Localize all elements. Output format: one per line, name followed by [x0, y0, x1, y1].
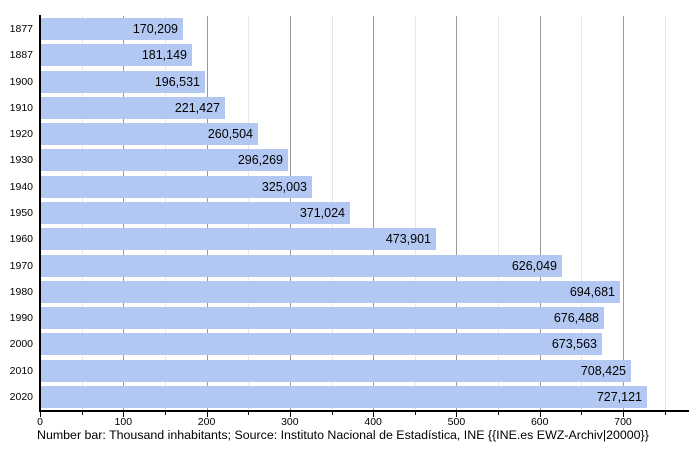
y-axis-tick-label: 2010 — [9, 364, 33, 377]
gridline-minor — [581, 16, 583, 410]
y-axis-tick-label: 1920 — [9, 128, 33, 141]
x-axis-tick-label: 300 — [281, 416, 299, 428]
x-axis-major-tick — [123, 412, 125, 417]
gridline-major — [373, 16, 375, 410]
y-axis-tick-label: 2020 — [9, 390, 33, 403]
y-axis-tick-label: 1950 — [9, 207, 33, 219]
x-axis-major-tick — [456, 412, 458, 417]
x-axis-tick-label: 400 — [364, 416, 382, 428]
x-axis-tick-label: 500 — [447, 416, 466, 428]
gridline-minor — [414, 16, 416, 410]
bar: 325,003 — [41, 175, 312, 198]
gridline-major — [623, 16, 624, 410]
bar-value-label: 694,681 — [569, 284, 615, 299]
bar-value-label: 181,149 — [141, 48, 187, 63]
y-axis-tick-label: 1980 — [9, 285, 33, 298]
y-axis-tick-label: 1900 — [9, 75, 33, 88]
x-axis-major-tick — [206, 412, 208, 417]
bar: 260,504 — [41, 123, 258, 146]
bar-value-label: 260,504 — [207, 127, 253, 142]
bar: 673,563 — [41, 333, 602, 356]
bar-value-label: 708,425 — [580, 363, 626, 378]
x-axis-minor-tick — [581, 412, 583, 415]
x-axis-major-tick — [289, 412, 291, 417]
x-axis-major-tick — [539, 412, 541, 417]
x-axis-major-tick — [623, 412, 624, 417]
bar: 727,121 — [41, 385, 647, 408]
y-axis-tick-label: 1970 — [9, 259, 33, 272]
x-axis-minor-tick — [81, 412, 83, 415]
y-axis-tick-label: 1910 — [9, 101, 33, 114]
y-axis-tick-label: 1887 — [9, 49, 33, 62]
y-axis-line — [39, 15, 41, 411]
bar: 676,488 — [41, 307, 604, 330]
bar: 221,427 — [41, 96, 225, 119]
x-axis-tick-label: 200 — [197, 416, 216, 428]
bar-value-label: 221,427 — [174, 100, 220, 115]
bar-value-label: 673,563 — [551, 337, 597, 352]
x-axis-minor-tick — [414, 412, 416, 415]
bar: 181,149 — [41, 44, 192, 67]
x-axis-tick-label: 600 — [530, 416, 549, 428]
y-axis-tick-label: 1960 — [9, 233, 33, 246]
y-axis-tick-label: 1877 — [9, 23, 33, 36]
x-axis-line — [39, 410, 689, 412]
bar: 626,049 — [41, 254, 562, 277]
bar-value-label: 170,209 — [132, 22, 178, 37]
x-axis-minor-tick — [331, 412, 333, 415]
x-axis-major-tick — [40, 412, 41, 417]
bar-value-label: 325,003 — [261, 179, 307, 194]
gridline-minor — [664, 16, 666, 410]
y-axis-tick-label: 2000 — [9, 338, 33, 351]
x-axis-major-tick — [373, 412, 375, 417]
x-axis-tick-label: 0 — [37, 416, 43, 428]
x-axis-tick-label: 100 — [114, 416, 133, 428]
x-axis-minor-tick — [664, 412, 666, 415]
bar: 296,269 — [41, 149, 288, 172]
bar-value-label: 296,269 — [237, 153, 283, 168]
x-axis-minor-tick — [248, 412, 250, 415]
y-axis-tick-label: 1990 — [9, 312, 33, 325]
bar: 371,024 — [41, 202, 350, 224]
chart-caption: Number bar: Thousand inhabitants; Source… — [37, 428, 649, 442]
bar-value-label: 676,488 — [553, 311, 599, 326]
bar-value-label: 473,901 — [385, 232, 431, 247]
x-axis-tick-label: 700 — [614, 416, 632, 428]
bar-value-label: 196,531 — [154, 74, 200, 89]
bar-value-label: 371,024 — [299, 206, 345, 220]
bar: 170,209 — [41, 18, 183, 41]
bar: 708,425 — [41, 359, 631, 382]
gridline-minor — [498, 16, 500, 410]
gridline-major — [539, 16, 541, 410]
y-axis-tick-label: 1940 — [9, 180, 33, 193]
y-axis-tick-label: 1930 — [9, 154, 33, 167]
x-axis-minor-tick — [498, 412, 500, 415]
gridline-major — [456, 16, 458, 410]
bar-value-label: 626,049 — [511, 258, 557, 273]
bar: 473,901 — [41, 228, 436, 251]
x-axis-minor-tick — [164, 412, 166, 415]
bar-value-label: 727,121 — [596, 389, 642, 404]
bar: 694,681 — [41, 280, 620, 303]
bar: 196,531 — [41, 70, 205, 93]
